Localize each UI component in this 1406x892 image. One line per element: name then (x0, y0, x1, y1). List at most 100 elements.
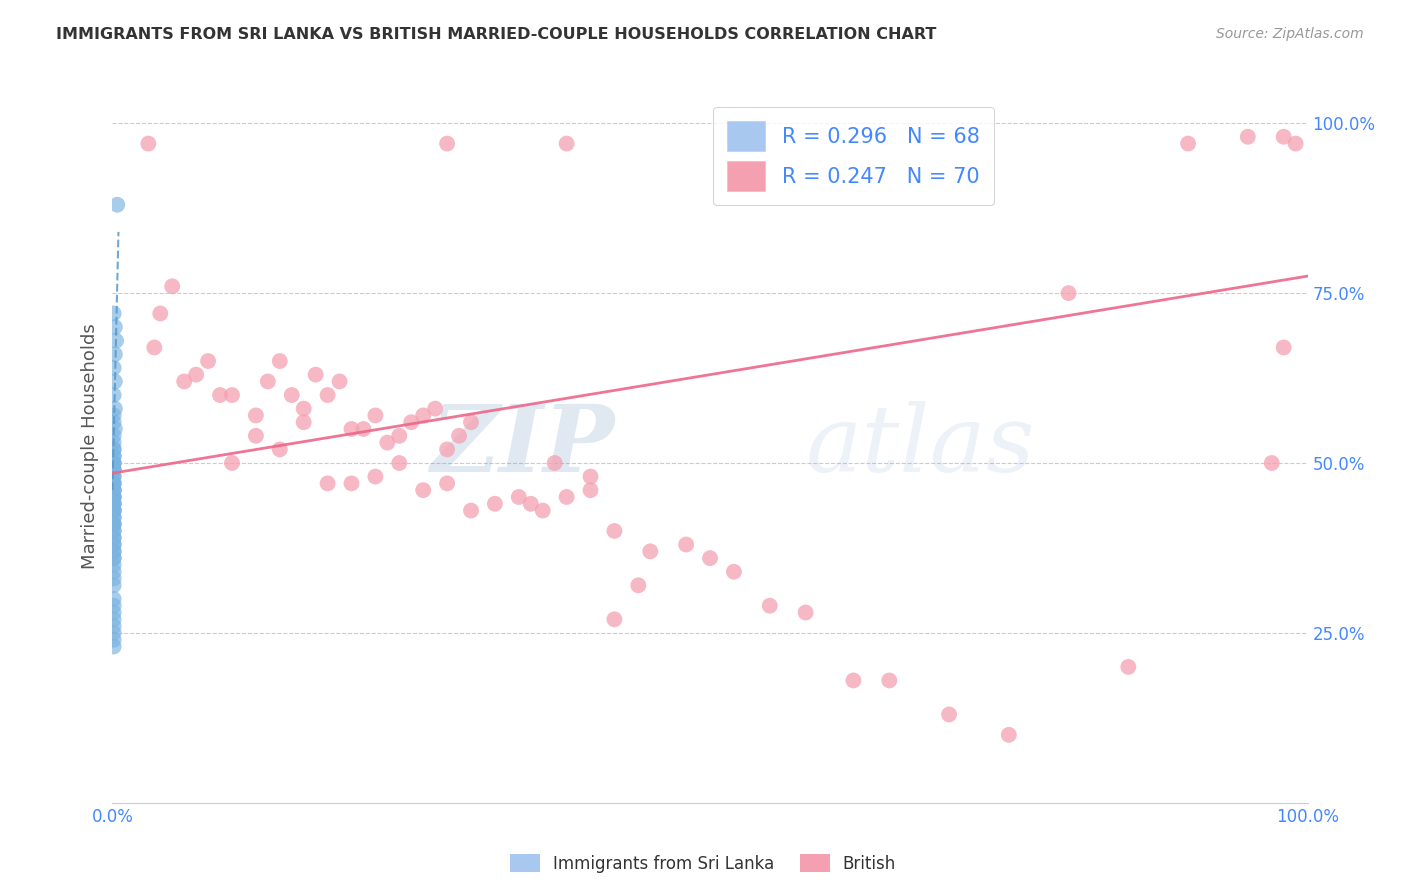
Point (842, 673, 865, 688)
Point (104, 401, 127, 416)
Point (186, 368, 208, 382)
Point (352, 422, 374, 436)
Point (377, 435, 399, 450)
Point (1261, 456, 1284, 470)
Y-axis label: Married-couple Households: Married-couple Households (80, 323, 98, 569)
Point (257, 375, 280, 389)
Point (105, 334, 128, 348)
Point (103, 544, 125, 558)
Point (555, 490, 578, 504)
Point (103, 463, 125, 477)
Point (103, 510, 125, 524)
Point (103, 476, 125, 491)
Point (103, 469, 125, 483)
Point (460, 503, 482, 517)
Point (292, 415, 315, 429)
Point (364, 469, 387, 483)
Point (103, 503, 125, 517)
Point (364, 409, 387, 423)
Point (103, 490, 125, 504)
Point (103, 306, 125, 320)
Point (103, 476, 125, 491)
Point (1118, 660, 1140, 674)
Point (305, 368, 328, 382)
Point (723, 565, 745, 579)
Point (103, 537, 125, 551)
Point (460, 415, 482, 429)
Text: IMMIGRANTS FROM SRI LANKA VS BRITISH MARRIED-COUPLE HOUSEHOLDS CORRELATION CHART: IMMIGRANTS FROM SRI LANKA VS BRITISH MAR… (56, 27, 936, 42)
Point (412, 483, 434, 498)
Point (103, 599, 125, 613)
Point (579, 483, 602, 498)
Point (759, 599, 782, 613)
Point (269, 442, 291, 457)
Point (103, 429, 125, 443)
Point (103, 612, 125, 626)
Point (103, 503, 125, 517)
Point (292, 401, 315, 416)
Point (103, 456, 125, 470)
Point (103, 591, 125, 606)
Point (103, 442, 125, 457)
Point (1272, 129, 1295, 144)
Point (579, 469, 602, 483)
Point (103, 449, 125, 463)
Point (105, 198, 128, 212)
Point (103, 388, 125, 402)
Point (104, 320, 127, 334)
Point (436, 476, 458, 491)
Point (103, 490, 125, 504)
Point (316, 476, 339, 491)
Point (103, 524, 125, 538)
Point (103, 517, 125, 532)
Point (340, 476, 363, 491)
Point (103, 517, 125, 532)
Point (508, 490, 530, 504)
Point (484, 497, 506, 511)
Text: atlas: atlas (806, 401, 1035, 491)
Point (221, 388, 243, 402)
Point (103, 409, 125, 423)
Point (627, 578, 650, 592)
Point (245, 429, 267, 443)
Point (103, 483, 125, 498)
Point (103, 619, 125, 633)
Point (103, 537, 125, 551)
Point (104, 347, 127, 361)
Point (103, 415, 125, 429)
Point (143, 341, 166, 355)
Point (998, 728, 1021, 742)
Point (138, 136, 160, 151)
Point (340, 422, 363, 436)
Point (103, 483, 125, 498)
Point (103, 435, 125, 450)
Point (209, 388, 232, 402)
Point (436, 442, 458, 457)
Point (603, 612, 626, 626)
Point (103, 531, 125, 545)
Point (603, 524, 626, 538)
Point (103, 626, 125, 640)
Point (640, 544, 662, 558)
Point (173, 375, 195, 389)
Point (103, 469, 125, 483)
Point (103, 517, 125, 532)
Text: ZIP: ZIP (430, 401, 614, 491)
Point (1177, 136, 1199, 151)
Point (103, 360, 125, 375)
Point (149, 306, 172, 320)
Point (221, 456, 243, 470)
Point (447, 429, 470, 443)
Point (1272, 341, 1295, 355)
Point (103, 456, 125, 470)
Point (388, 429, 411, 443)
Point (103, 578, 125, 592)
Point (269, 354, 291, 368)
Point (425, 401, 447, 416)
Point (162, 279, 183, 293)
Point (103, 606, 125, 620)
Point (103, 551, 125, 566)
Point (879, 673, 901, 688)
Point (103, 632, 125, 647)
Point (1057, 286, 1080, 301)
